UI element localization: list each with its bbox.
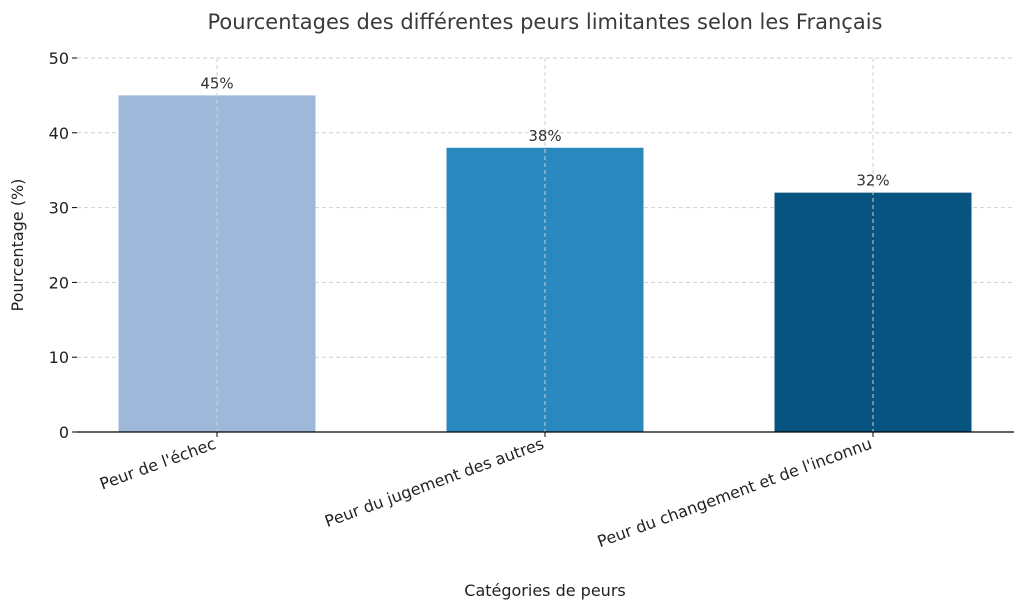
- y-tick-label: 40: [49, 124, 69, 143]
- bar-data-label: 38%: [528, 127, 561, 145]
- chart-title: Pourcentages des différentes peurs limit…: [208, 10, 883, 34]
- x-tick-label: Peur de l'échec: [97, 434, 218, 494]
- y-tick-label: 0: [59, 423, 69, 442]
- x-tick-label: Peur du changement et de l'inconnu: [595, 434, 875, 551]
- y-tick-label: 30: [49, 199, 69, 218]
- y-tick-label: 50: [49, 49, 69, 68]
- y-tick-label: 10: [49, 348, 69, 367]
- x-axis-label: Catégories de peurs: [464, 581, 625, 600]
- bar-data-label: 45%: [200, 74, 233, 92]
- y-tick-label: 20: [49, 273, 69, 292]
- x-tick-label: Peur du jugement des autres: [322, 434, 546, 531]
- y-axis-label: Pourcentage (%): [8, 179, 27, 312]
- bar-data-label: 32%: [856, 172, 889, 190]
